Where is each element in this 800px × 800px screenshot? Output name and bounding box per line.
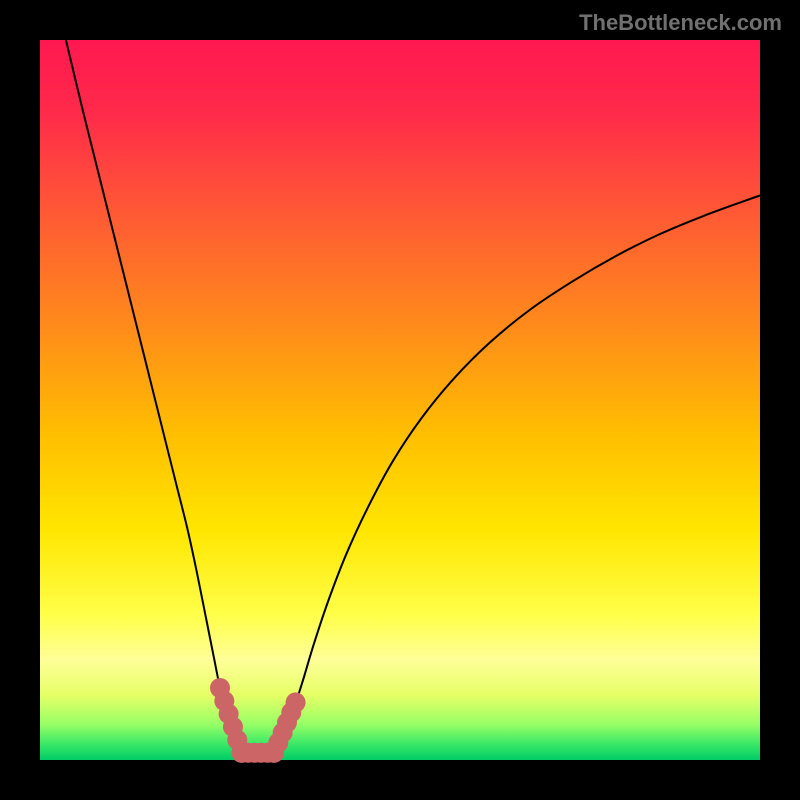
chart-frame: TheBottleneck.com <box>0 0 800 800</box>
highlight-dot <box>286 692 306 712</box>
watermark-text: TheBottleneck.com <box>579 10 782 36</box>
highlight-markers <box>210 678 306 763</box>
curve-layer <box>0 0 800 800</box>
bottleneck-curve <box>66 40 760 759</box>
